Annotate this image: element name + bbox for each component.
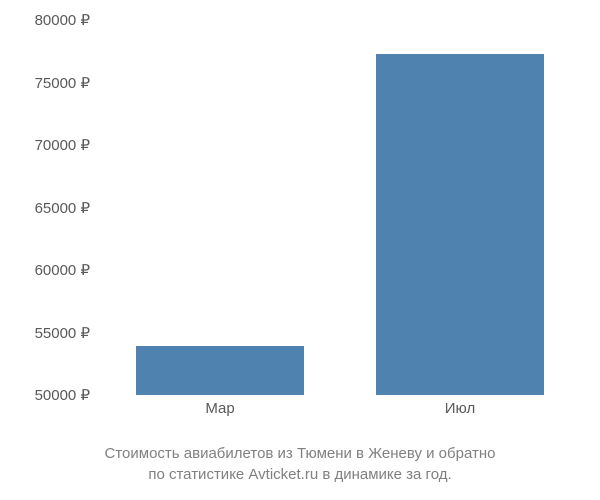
price-chart: 50000 ₽ 55000 ₽ 60000 ₽ 65000 ₽ 70000 ₽ 75000… <box>0 0 600 500</box>
x-tick-label: Июл <box>445 400 475 417</box>
x-axis: Мар Июл <box>100 400 580 430</box>
caption-line2: по статистике Avticket.ru в динамике за … <box>148 466 451 483</box>
bar <box>136 346 304 395</box>
bar <box>376 54 544 395</box>
y-tick-label: 55000 ₽ <box>0 324 90 342</box>
y-tick-label: 50000 ₽ <box>0 386 90 404</box>
plot-area <box>100 20 580 395</box>
y-tick-label: 75000 ₽ <box>0 74 90 92</box>
y-tick-label: 60000 ₽ <box>0 261 90 279</box>
y-axis: 50000 ₽55000 ₽60000 ₽65000 ₽70000 ₽75000… <box>0 20 95 395</box>
chart-caption: Стоимость авиабилетов из Тюмени в Женеву… <box>0 443 600 485</box>
y-tick-label: 65000 ₽ <box>0 199 90 217</box>
bars-area <box>100 20 580 395</box>
x-tick-label: Мар <box>205 400 234 417</box>
y-tick-label: 80000 ₽ <box>0 11 90 29</box>
caption-line1: Стоимость авиабилетов из Тюмени в Женеву… <box>105 445 496 462</box>
y-tick-label: 70000 ₽ <box>0 136 90 154</box>
